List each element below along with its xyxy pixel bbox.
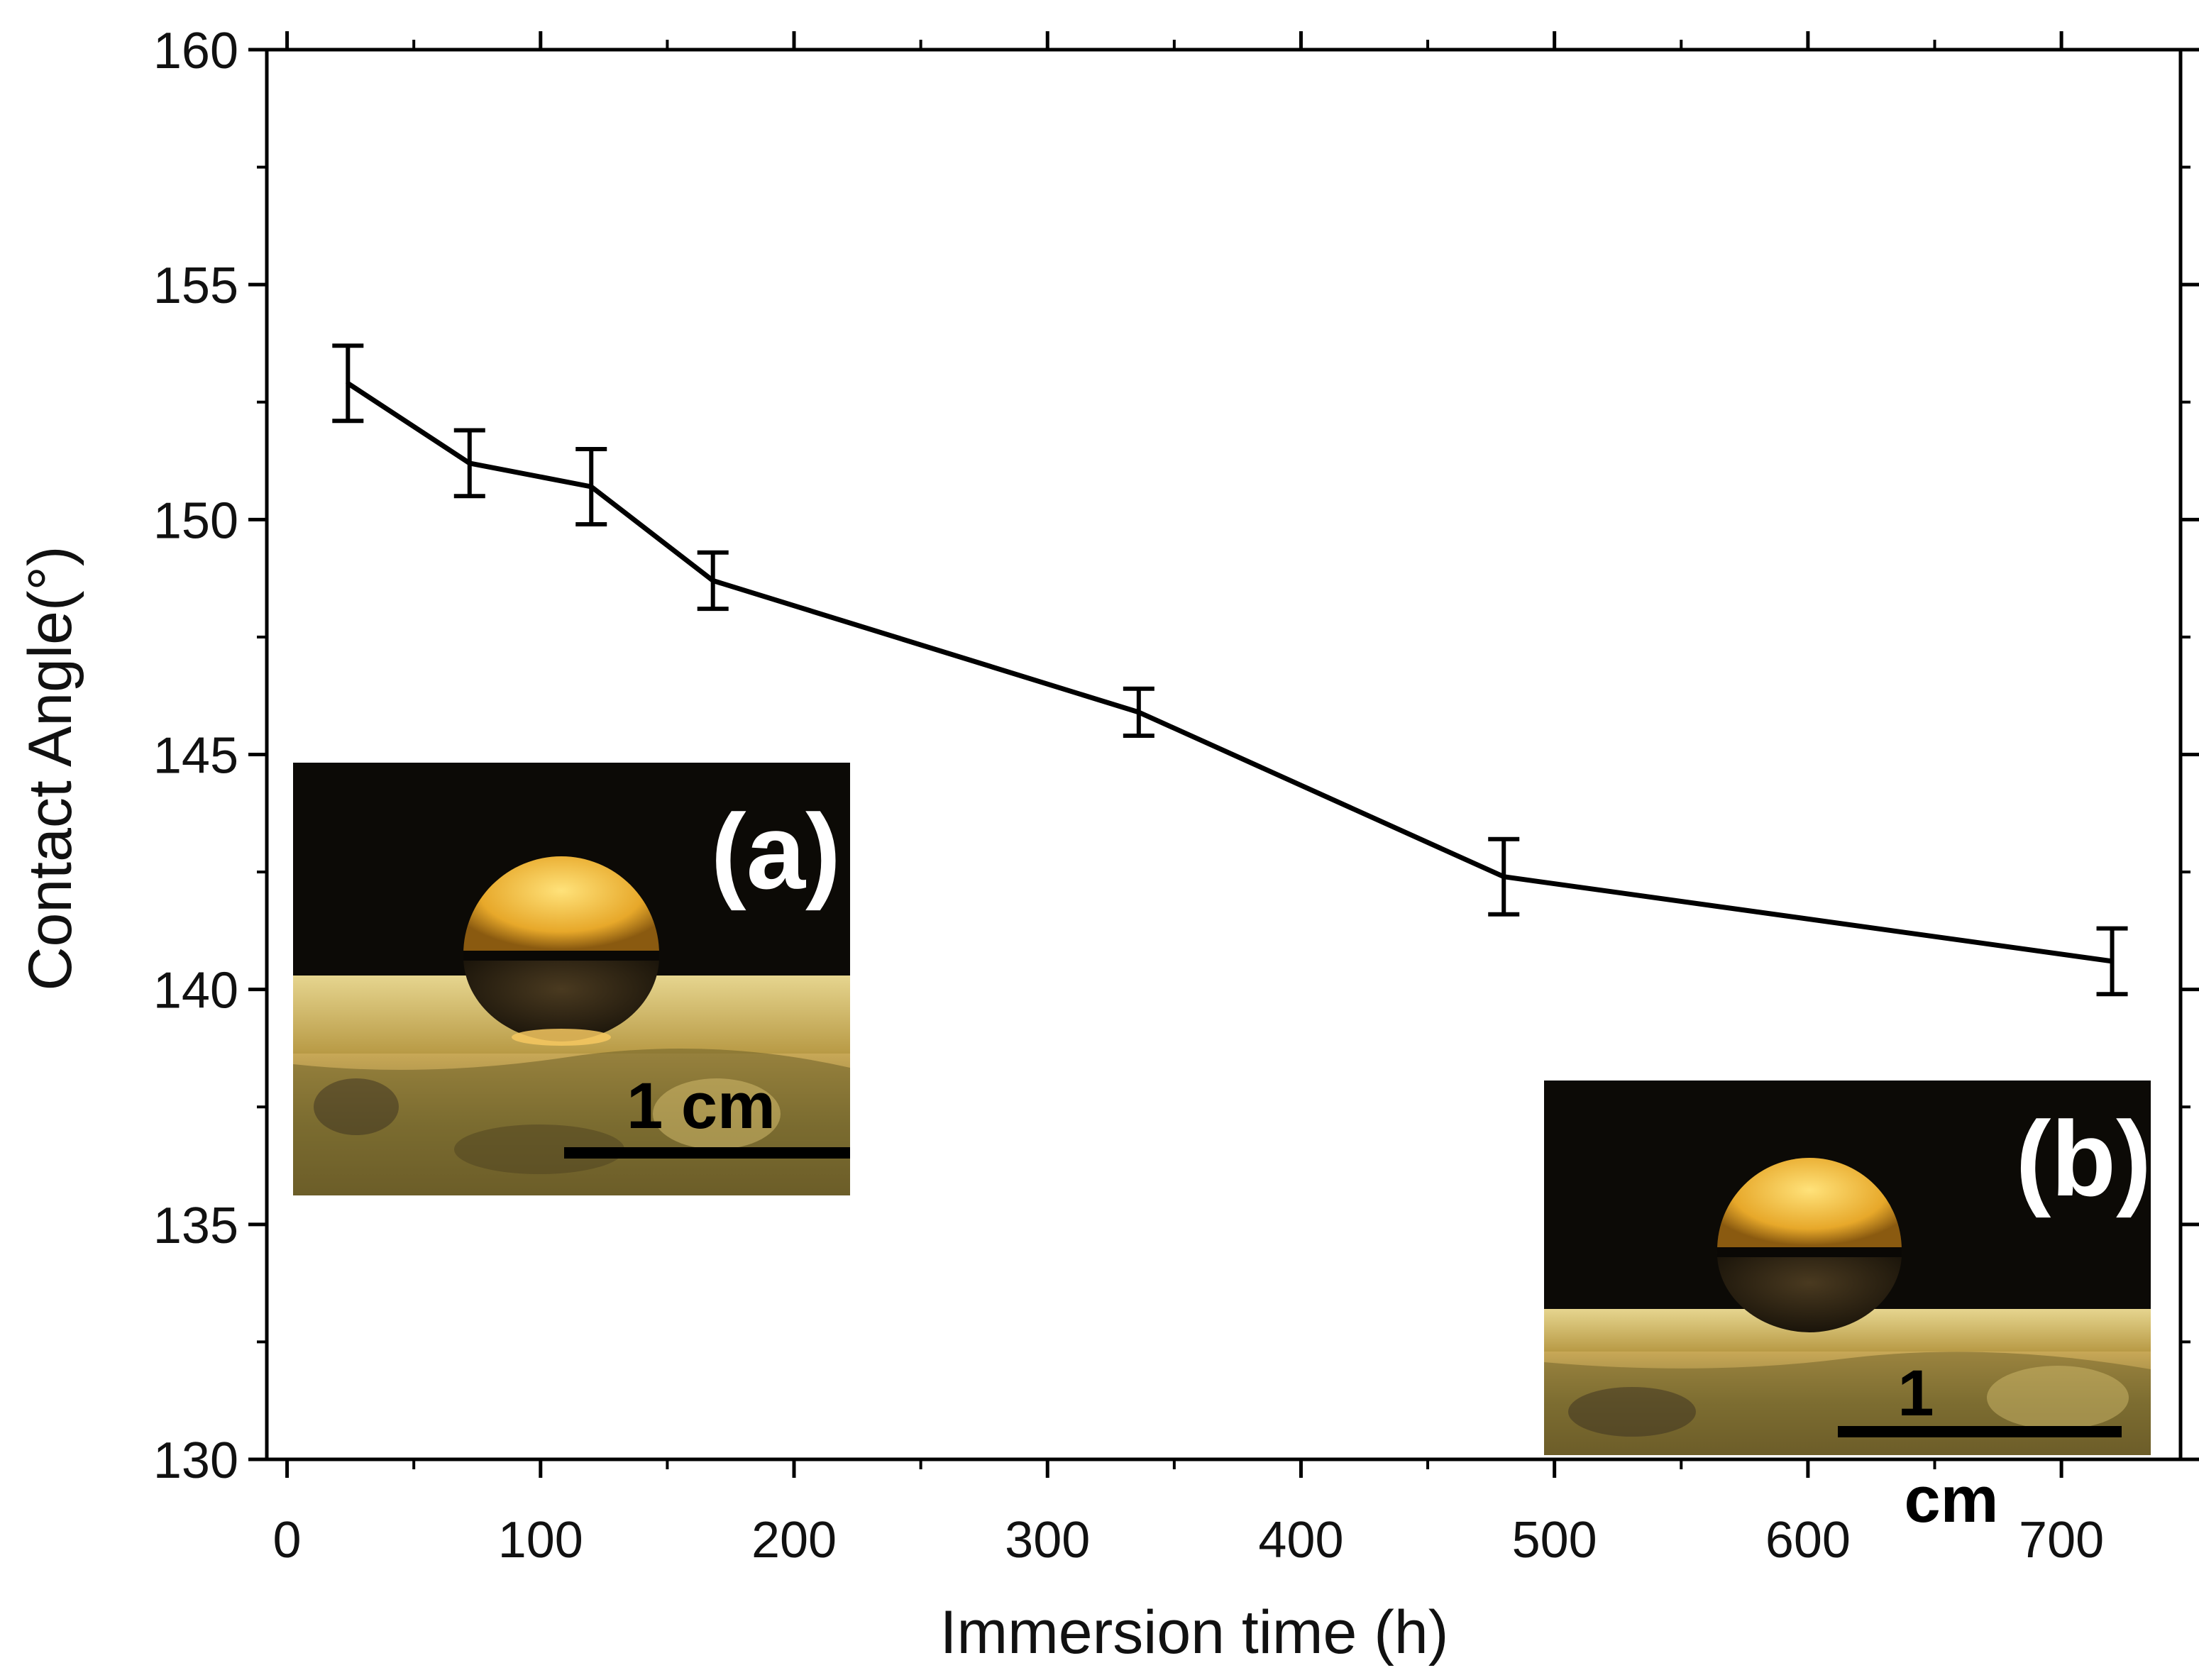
y-axis-title: Contact Angle(°) xyxy=(16,546,84,990)
y-tick-labels: 130 135 140 145 150 155 160 xyxy=(153,23,238,1489)
y-tick-label: 145 xyxy=(153,728,238,785)
error-bar xyxy=(1123,686,1154,739)
x-tick-label: 700 xyxy=(2019,1512,2104,1569)
inset-b-scale-label-line2: cm xyxy=(1905,1464,1999,1536)
y-tick-label: 160 xyxy=(153,23,238,79)
inset-photo-b: (b) 1 cm xyxy=(1544,1081,2151,1536)
x-tick-labels: 0 100 200 300 400 500 600 700 xyxy=(273,1512,2105,1569)
inset-b-scale-label-line1: 1 xyxy=(1897,1357,1934,1430)
x-tick-label: 600 xyxy=(1765,1512,1851,1569)
x-tick-label: 100 xyxy=(498,1512,583,1569)
x-axis-title: Immersion time (h) xyxy=(940,1598,1449,1667)
error-bar xyxy=(453,428,485,499)
error-bar xyxy=(332,343,364,424)
x-tick-label: 400 xyxy=(1258,1512,1343,1569)
y-tick-label: 135 xyxy=(153,1198,238,1254)
axis-ticks xyxy=(248,31,2199,1478)
x-tick-label: 200 xyxy=(751,1512,837,1569)
data-point xyxy=(589,484,594,489)
y-tick-label: 155 xyxy=(153,258,238,314)
error-bar xyxy=(575,446,607,526)
x-tick-label: 0 xyxy=(273,1512,302,1569)
data-point xyxy=(1501,874,1506,879)
y-tick-label: 130 xyxy=(153,1432,238,1489)
x-tick-label: 300 xyxy=(1005,1512,1090,1569)
data-point xyxy=(1136,709,1141,714)
data-point xyxy=(346,381,351,386)
data-point xyxy=(710,578,715,583)
error-bars xyxy=(332,343,2128,997)
error-bar xyxy=(2096,926,2128,997)
error-bar xyxy=(1488,836,1520,917)
y-tick-label: 150 xyxy=(153,492,238,549)
inset-a-panel-label: (a) xyxy=(711,792,841,911)
data-point xyxy=(467,460,472,465)
y-tick-label: 140 xyxy=(153,963,238,1019)
inset-photo-a: (a) 1 cm xyxy=(293,763,850,1195)
error-bar xyxy=(697,550,729,612)
data-point xyxy=(2110,958,2115,963)
inset-a-scale-label: 1 cm xyxy=(627,1070,776,1142)
x-tick-label: 500 xyxy=(1512,1512,1597,1569)
inset-b-panel-label: (b) xyxy=(2015,1099,2151,1218)
